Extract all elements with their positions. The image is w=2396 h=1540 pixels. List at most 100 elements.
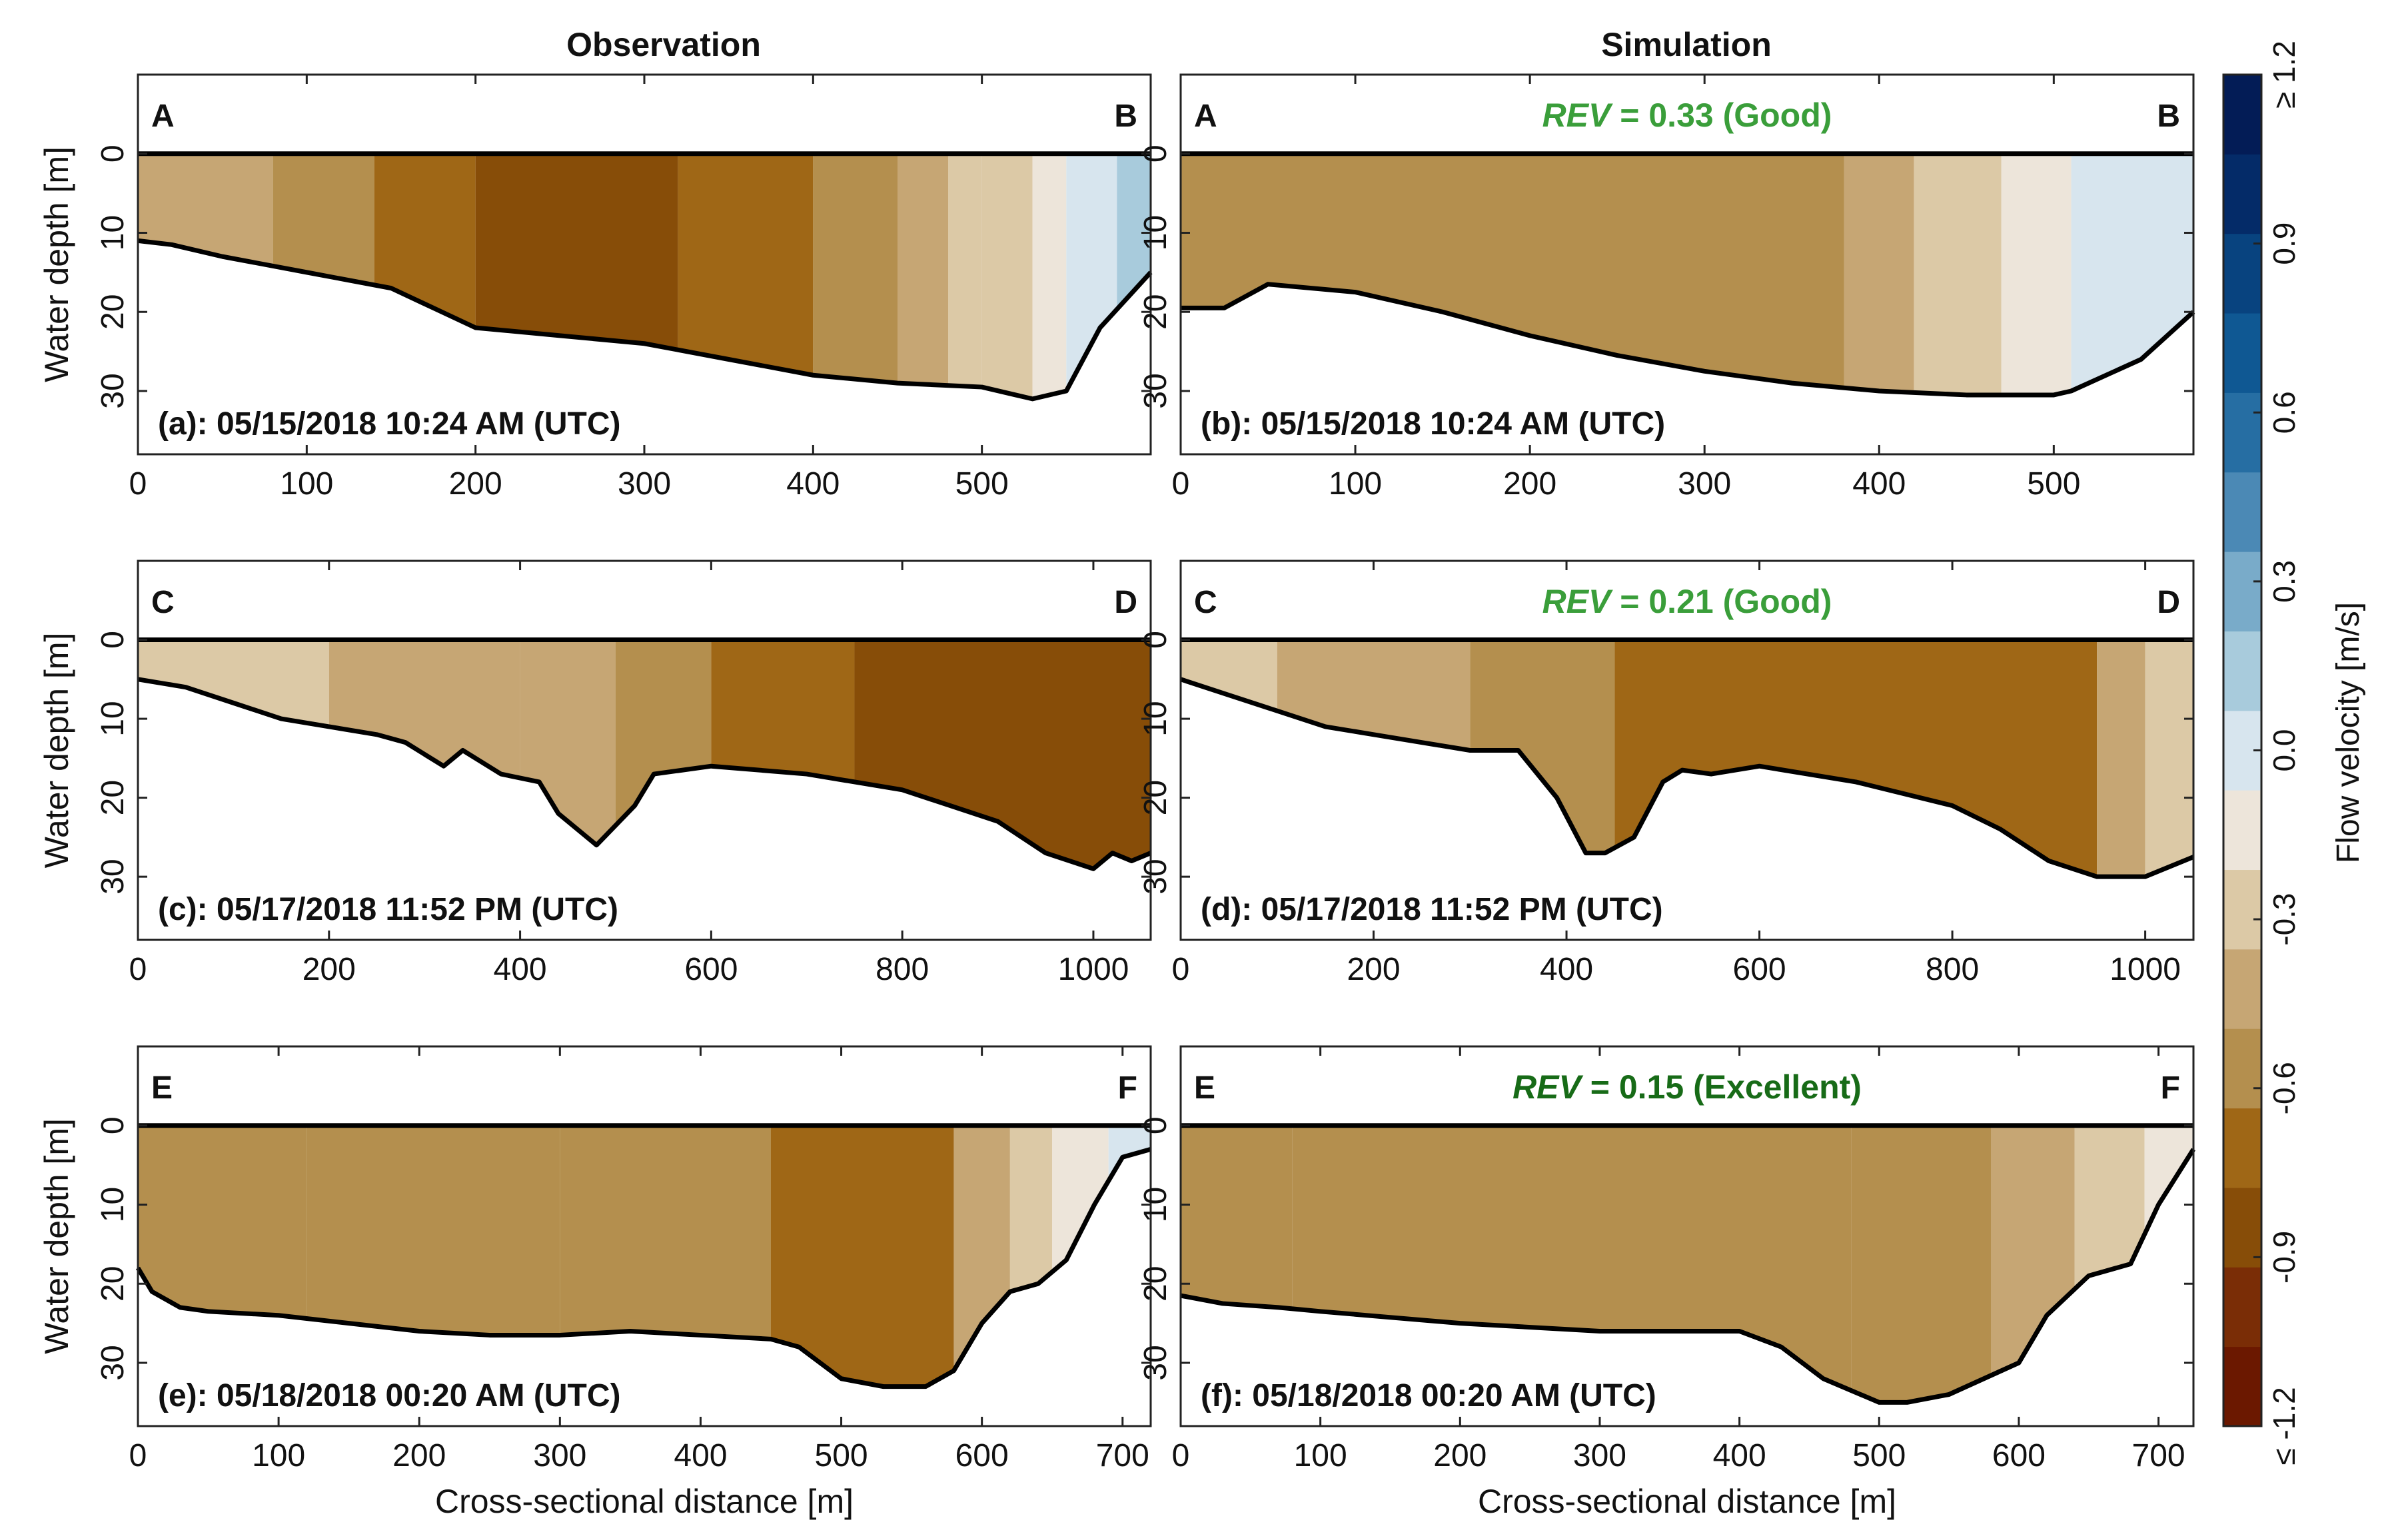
y-tick-label: 10 [1138,701,1173,736]
colorbar-tick-label: -0.6 [2267,1062,2301,1114]
colorbar-swatch [2223,75,2261,155]
x-tick-label: 200 [1503,466,1556,502]
plot-frame [1179,560,2195,941]
colorbar-label: Flow velocity [m/s] [2331,602,2366,863]
colorbar-swatch [2223,631,2261,711]
x-tick-label: 800 [876,952,929,987]
panel-d: 0 200 400 600 800 1000 0 10 20 30 C D (d): 05/17/201… [1138,560,2195,987]
velocity-zone [328,639,520,869]
y-tick-label: 20 [95,1266,131,1302]
colorbar-swatch [2223,313,2261,393]
colorbar-swatch [2223,1187,2261,1268]
panel-f: 0 100 200 300 400 500 600 700 0 10 20 30 E F (f): 05/1… [1138,1045,2195,1520]
colorbar-swatch [2223,1028,2261,1109]
plot-frame [1179,1045,2195,1427]
x-tick-label: 300 [618,466,671,502]
y-tick-label: 20 [1138,780,1173,815]
panel-caption: (a): 05/15/2018 10:24 AM (UTC) [158,406,620,442]
y-tick-label: 30 [95,373,131,408]
x-tick-label: 300 [1573,1438,1626,1473]
y-tick-label: 0 [1138,1116,1173,1134]
velocity-zone [1851,1125,1991,1403]
rev-value: = 0.21 (Good) [1610,583,1832,620]
section-end-label: F [1118,1070,1137,1106]
x-tick-label: 400 [1852,466,1906,502]
x-tick-label: 0 [1172,952,1190,987]
x-tick-label: 400 [1540,952,1593,987]
panel-caption: (f): 05/18/2018 00:20 AM (UTC) [1201,1378,1656,1413]
panel-b: 0 100 200 300 400 500 0 10 20 30 A B (b): 05/15/2018… [1138,73,2195,502]
rev-annotation: REV = 0.33 (Good) [1542,97,1832,134]
panel-c: 0 200 400 600 800 1000 0 10 20 30 C D (c): 05/17/201… [38,560,1152,987]
col-title-observation: Observation [566,26,761,63]
x-tick-label: 1000 [2109,952,2181,987]
x-tick-label: 500 [955,466,1009,502]
section-start-label: C [1194,585,1217,620]
x-tick-label: 200 [449,466,502,502]
x-tick-label: 200 [392,1438,446,1473]
velocity-zone [2071,153,2193,395]
section-end-label: F [2161,1070,2180,1106]
colorbar-tick-label: ≤ -1.2 [2267,1387,2301,1465]
velocity-zone [1009,1125,1053,1387]
x-tick-label: 600 [955,1438,1009,1473]
x-tick-label: 700 [2132,1438,2185,1473]
x-tick-label: 1000 [1058,952,1129,987]
colorbar-swatch [2223,154,2261,234]
x-tick-label: 0 [129,1438,147,1473]
velocity-zone [1181,1125,1293,1403]
x-tick-label: 0 [129,466,147,502]
x-tick-label: 0 [1172,466,1190,502]
x-tick-label: 0 [1172,1438,1190,1473]
velocity-zone [138,153,273,399]
y-tick-label: 10 [95,215,131,250]
colorbar-swatch [2223,869,2261,950]
y-tick-label: 10 [1138,215,1173,250]
velocity-zone [2145,639,2193,877]
velocity-zone [1914,153,2002,395]
velocity-field [1181,639,2193,877]
x-tick-label: 200 [1433,1438,1487,1473]
velocity-zone [1117,153,1151,399]
velocity-zone [1844,153,1914,395]
section-start-label: A [151,99,175,134]
x-tick-label: 300 [1678,466,1731,502]
colorbar-swatch [2223,552,2261,631]
y-tick-label: 30 [1138,373,1173,408]
section-start-label: E [1194,1070,1215,1106]
rev-annotation: REV = 0.21 (Good) [1542,583,1832,620]
rev-value: = 0.15 (Excellent) [1581,1068,1862,1106]
y-tick-label: 20 [95,294,131,330]
colorbar-tick-label: -0.9 [2267,1231,2301,1284]
colorbar-swatch [2223,1108,2261,1188]
bed-line [1179,677,2195,879]
colorbar-tick-label: ≥ 1.2 [2267,41,2301,109]
x-tick-label: 400 [494,952,547,987]
x-tick-label: 100 [252,1438,305,1473]
y-tick-label: 30 [1138,1345,1173,1380]
x-tick-label: 700 [1096,1438,1149,1473]
colorbar-swatch [2223,392,2261,473]
bed-line [135,1147,1151,1389]
x-tick-label: 800 [1926,952,1979,987]
y-tick-label: 10 [1138,1187,1173,1222]
y-tick-label: 30 [95,1345,131,1380]
x-tick-label: 100 [1329,466,1382,502]
velocity-zone [560,1125,771,1387]
x-tick-label: 0 [129,952,147,987]
velocity-zone [1032,153,1067,399]
colorbar-swatch [2223,1267,2261,1348]
bed-line [137,238,1153,402]
colorbar-swatch [2223,1346,2261,1427]
y-tick-label: 30 [1138,859,1173,894]
x-axis-label: Cross-sectional distance [m] [1478,1483,1896,1520]
colorbar-tick-label: 0.3 [2267,560,2301,603]
plot-frame [137,560,1152,941]
x-tick-label: 600 [684,952,738,987]
y-axis-label: Water depth [m] [38,1118,75,1354]
y-tick-label: 10 [95,701,131,736]
col-title-simulation: Simulation [1601,26,1772,63]
colorbar-swatch [2223,790,2261,871]
panel-caption: (d): 05/17/2018 11:52 PM (UTC) [1201,892,1663,927]
